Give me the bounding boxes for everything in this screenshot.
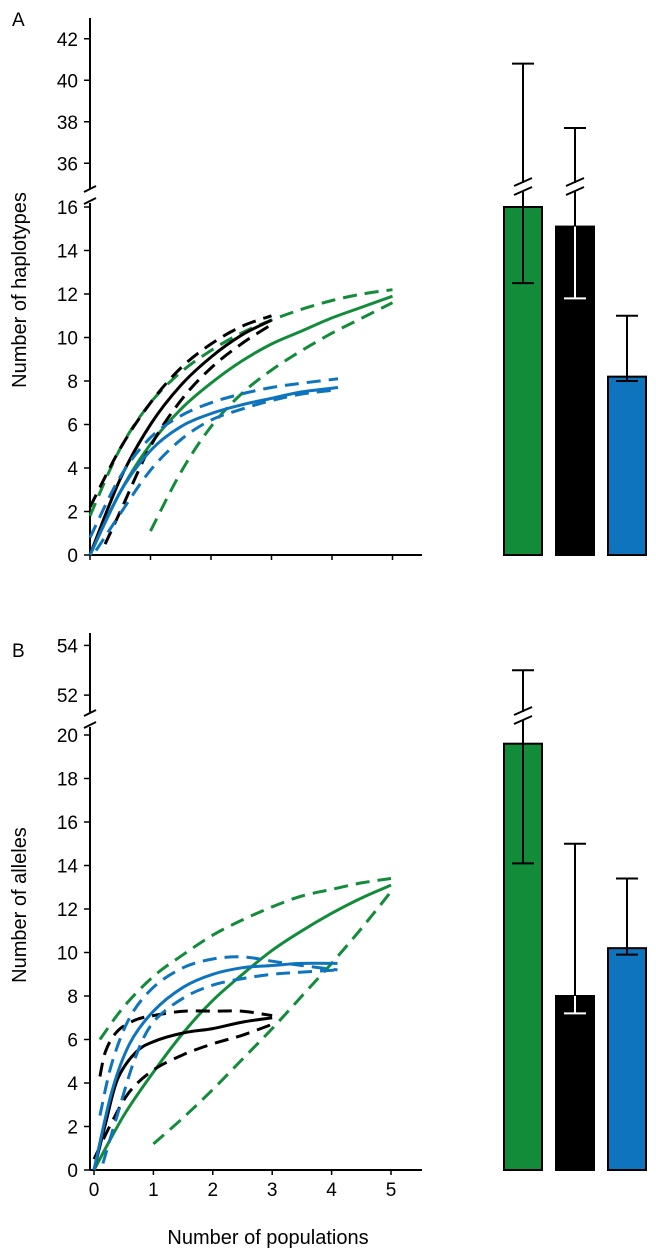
x-tick-label-b: 3: [267, 1180, 278, 1201]
error-break-gap-green-a: [514, 183, 532, 191]
error-break-mark-green-b: [513, 706, 533, 725]
y-tick-label-b: 52: [57, 686, 78, 707]
y-tick-label-b: 4: [67, 1074, 78, 1095]
x-tick-label-b: 5: [386, 1180, 397, 1201]
y-tick-label-b: 14: [57, 857, 79, 878]
x-axis-title: Number of populations: [167, 1227, 368, 1249]
series-line-blue-b: [92, 961, 338, 1171]
series-line-blue-upper-a: [88, 377, 339, 539]
series-line-blue-lower-a: [94, 388, 339, 552]
series-line-green-lower-b: [152, 890, 393, 1146]
series-line-black-upper-b: [98, 1009, 273, 1077]
x-tick-label-b: 0: [89, 1180, 100, 1201]
y-tick-label-a: 4: [67, 459, 78, 480]
y-tick-label-a: 0: [67, 546, 78, 567]
y-tick-label-b: 54: [57, 636, 79, 657]
y-tick-label-a: 2: [67, 503, 78, 524]
y-tick-label-a: 16: [57, 198, 78, 219]
x-tick-label-b: 4: [326, 1180, 337, 1201]
y-tick-label-a: 36: [57, 154, 78, 175]
series-line-green-b: [92, 883, 392, 1171]
y-tick-label-a: 14: [57, 242, 79, 263]
y-tick-label-a: 38: [57, 113, 78, 134]
series-line-blue-lower-b: [101, 968, 338, 1164]
series-line-black-b: [92, 1016, 273, 1171]
series-line-black-a: [88, 318, 273, 556]
bar-black-b: [555, 995, 595, 1171]
y-tick-label-b: 2: [67, 1118, 78, 1139]
y-tick-label-b: 8: [67, 987, 78, 1008]
y-axis-break-a: [83, 185, 97, 205]
panel-b: B Number of alleles 0 1 2 3 4 502468101214161…: [9, 633, 647, 1201]
y-tick-label-a: 6: [67, 416, 78, 437]
error-break-gap-black-a: [566, 183, 584, 191]
y-tick-label-a: 42: [57, 30, 78, 51]
y-tick-label-b: 20: [57, 726, 78, 747]
y-tick-label-a: 8: [67, 372, 78, 393]
series-line-green-upper-b: [98, 877, 392, 1041]
x-tick-label-b: 2: [208, 1180, 219, 1201]
y-axis-break-b: [83, 709, 97, 729]
panel-label-a: A: [12, 10, 25, 31]
y-tick-label-b: 6: [67, 1031, 78, 1052]
y-tick-label-a: 10: [57, 329, 78, 350]
y-tick-label-b: 10: [57, 944, 78, 965]
y-tick-label-a: 12: [57, 285, 78, 306]
series-line-black-lower-b: [92, 1022, 273, 1160]
series-line-black-upper-a: [88, 314, 273, 508]
series-line-green-lower-a: [149, 301, 394, 532]
series-line-blue-a: [88, 386, 339, 556]
y-tick-label-b: 0: [67, 1161, 78, 1182]
y-tick-label-a: 40: [57, 71, 78, 92]
y-tick-label-b: 18: [57, 770, 78, 791]
panel-label-b: B: [12, 641, 25, 662]
y-tick-label-b: 16: [57, 813, 78, 834]
y-axis-title-b: Number of alleles: [9, 827, 31, 983]
error-break-mark-black-a: [565, 177, 585, 196]
series-line-blue-upper-b: [98, 955, 338, 1116]
error-break-mark-green-a: [513, 177, 533, 196]
series-line-green-a: [88, 294, 394, 556]
series-line-green-upper-a: [88, 288, 393, 517]
panel-a: A Number of haplotypes 0 2 4 6 8 10 12 14 16 36 38…: [9, 10, 647, 567]
y-axis-title-a: Number of haplotypes: [9, 192, 31, 388]
bar-blue-b: [607, 947, 647, 1172]
y-tick-label-b: 12: [57, 900, 78, 921]
error-break-gap-green-b: [514, 712, 532, 720]
x-tick-label-b: 1: [148, 1180, 159, 1201]
bar-blue-a: [607, 375, 647, 556]
